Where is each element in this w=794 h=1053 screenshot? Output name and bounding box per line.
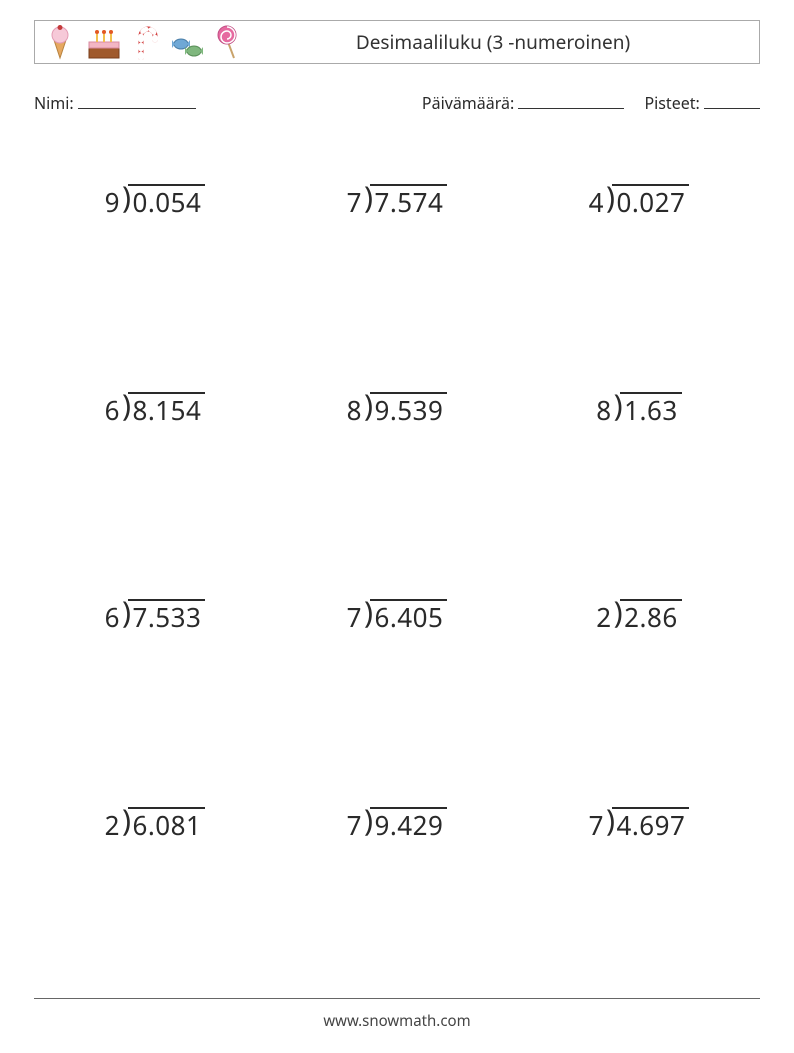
long-division-symbol: ) (364, 599, 374, 625)
date-blank[interactable] (518, 92, 624, 109)
dividend: 7.574 (370, 184, 447, 217)
cake-icon (85, 28, 123, 60)
long-division-symbol: ) (122, 392, 132, 418)
divisor: 7 (347, 599, 364, 635)
dividend: 7.533 (128, 599, 205, 632)
division-problem: 6 ) 8.154 (105, 392, 206, 428)
candies-icon (169, 32, 205, 60)
score-field: Pisteet: (644, 92, 760, 114)
footer-divider (34, 998, 760, 999)
divisor: 6 (105, 392, 122, 428)
score-blank[interactable] (704, 92, 760, 109)
division-problem: 7 ) 4.697 (589, 807, 690, 843)
problem-cell: 6 ) 7.533 (34, 565, 276, 773)
problems-grid: 9 ) 0.054 7 ) 7.574 4 ) 0.027 6 (34, 150, 760, 980)
footer-url: www.snowmath.com (0, 1011, 794, 1031)
division-problem: 9 ) 0.054 (105, 184, 206, 220)
divisor: 7 (347, 807, 364, 843)
dividend: 1.63 (620, 392, 682, 425)
meta-row: Nimi: Päivämäärä: Pisteet: (34, 92, 760, 114)
division-problem: 7 ) 7.574 (347, 184, 448, 220)
lollipop-icon (215, 24, 241, 60)
problem-cell: 4 ) 0.027 (518, 150, 760, 358)
division-problem: 7 ) 9.429 (347, 807, 448, 843)
long-division-symbol: ) (364, 807, 374, 833)
name-blank[interactable] (78, 92, 196, 109)
problem-cell: 7 ) 6.405 (276, 565, 518, 773)
header-icons (35, 24, 241, 60)
score-label: Pisteet: (644, 92, 699, 114)
problem-cell: 7 ) 7.574 (276, 150, 518, 358)
date-label: Päivämäärä: (422, 92, 514, 114)
ice-cream-icon (45, 24, 75, 60)
long-division-symbol: ) (122, 184, 132, 210)
name-label: Nimi: (34, 92, 74, 114)
divisor: 2 (105, 807, 122, 843)
problem-cell: 9 ) 0.054 (34, 150, 276, 358)
divisor: 2 (596, 599, 613, 635)
problem-cell: 7 ) 4.697 (518, 773, 760, 981)
division-problem: 2 ) 6.081 (105, 807, 206, 843)
division-problem: 2 ) 2.86 (596, 599, 681, 635)
long-division-symbol: ) (122, 599, 132, 625)
long-division-symbol: ) (364, 184, 374, 210)
dividend: 4.697 (612, 807, 689, 840)
dividend: 2.86 (620, 599, 682, 632)
long-division-symbol: ) (364, 392, 374, 418)
problem-cell: 6 ) 8.154 (34, 358, 276, 566)
long-division-symbol: ) (122, 807, 132, 833)
divisor: 7 (347, 184, 364, 220)
long-division-symbol: ) (606, 184, 616, 210)
divisor: 8 (347, 392, 364, 428)
divisor: 4 (589, 184, 606, 220)
problem-cell: 2 ) 6.081 (34, 773, 276, 981)
divisor: 7 (589, 807, 606, 843)
dividend: 6.081 (128, 807, 205, 840)
name-field: Nimi: (34, 92, 196, 114)
problem-cell: 8 ) 1.63 (518, 358, 760, 566)
divisor: 9 (105, 184, 122, 220)
dividend: 8.154 (128, 392, 205, 425)
dividend: 0.027 (612, 184, 689, 217)
divisor: 6 (105, 599, 122, 635)
candy-cane-icon (133, 24, 159, 60)
dividend: 9.539 (370, 392, 447, 425)
dividend: 0.054 (128, 184, 205, 217)
division-problem: 8 ) 9.539 (347, 392, 448, 428)
long-division-symbol: ) (614, 392, 624, 418)
division-problem: 8 ) 1.63 (596, 392, 681, 428)
division-problem: 6 ) 7.533 (105, 599, 206, 635)
worksheet-title: Desimaaliluku (3 -numeroinen) (241, 29, 759, 55)
date-field: Päivämäärä: (422, 92, 625, 114)
dividend: 6.405 (370, 599, 447, 632)
division-problem: 4 ) 0.027 (589, 184, 690, 220)
problem-cell: 2 ) 2.86 (518, 565, 760, 773)
long-division-symbol: ) (606, 807, 616, 833)
problem-cell: 8 ) 9.539 (276, 358, 518, 566)
divisor: 8 (596, 392, 613, 428)
long-division-symbol: ) (614, 599, 624, 625)
worksheet-header: Desimaaliluku (3 -numeroinen) (34, 20, 760, 64)
problem-cell: 7 ) 9.429 (276, 773, 518, 981)
division-problem: 7 ) 6.405 (347, 599, 448, 635)
dividend: 9.429 (370, 807, 447, 840)
